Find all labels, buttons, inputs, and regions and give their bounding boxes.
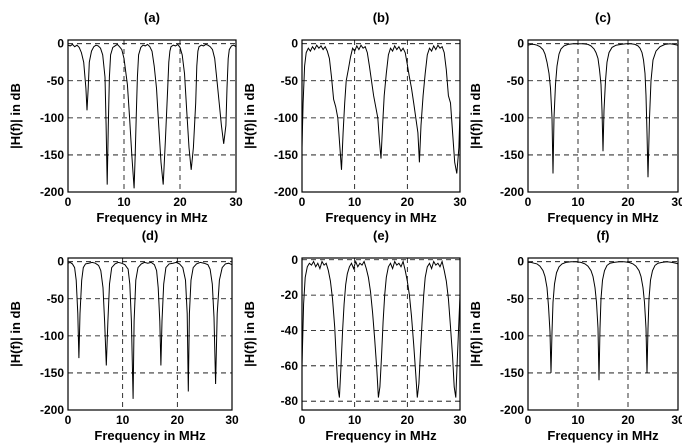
x-tick-label: 30 — [229, 195, 243, 209]
x-tick-label: 30 — [225, 413, 239, 427]
y-tick-label: -200 — [500, 185, 524, 199]
y-axis-label: |H(f)| in dB — [8, 83, 23, 149]
x-tick-label: 0 — [299, 195, 306, 209]
series-line — [301, 44, 461, 174]
y-tick-label: -100 — [40, 111, 64, 125]
panel-title: (d) — [142, 228, 159, 243]
plot-frame — [301, 39, 461, 193]
y-axis-label: |H(f)| in dB — [242, 83, 257, 149]
y-tick-label: -200 — [40, 403, 64, 417]
x-axis-label: Frequency in MHz — [325, 210, 437, 225]
series-line — [528, 261, 679, 381]
y-axis-label: |H(f)| in dB — [242, 301, 257, 367]
y-tick-label: -40 — [281, 323, 299, 337]
y-tick-label: -150 — [40, 148, 64, 162]
panel-title: (b) — [373, 10, 390, 25]
y-axis-label: |H(f)| in dB — [468, 83, 483, 149]
x-tick-label: 20 — [401, 413, 415, 427]
y-tick-label: -100 — [500, 329, 524, 343]
y-tick-label: -200 — [274, 185, 298, 199]
panel-title: (f) — [597, 228, 610, 243]
x-axis-label: Frequency in MHz — [547, 428, 659, 443]
x-tick-label: 0 — [525, 413, 532, 427]
y-tick-label: 0 — [57, 255, 64, 269]
y-tick-label: -200 — [40, 185, 64, 199]
x-tick-label: 10 — [117, 195, 131, 209]
x-tick-label: 0 — [525, 195, 532, 209]
y-tick-label: -50 — [47, 292, 65, 306]
x-tick-label: 30 — [453, 413, 467, 427]
y-tick-label: -50 — [507, 74, 525, 88]
x-axis-label: Frequency in MHz — [547, 210, 659, 225]
x-tick-label: 0 — [65, 413, 72, 427]
x-tick-label: 10 — [348, 413, 362, 427]
series-line — [301, 259, 461, 398]
x-axis-label: Frequency in MHz — [96, 210, 208, 225]
plot-frame — [527, 257, 679, 411]
y-tick-label: 0 — [291, 37, 298, 51]
y-tick-label: -100 — [274, 111, 298, 125]
x-tick-label: 30 — [671, 413, 682, 427]
y-axis-label: |H(f)| in dB — [468, 301, 483, 367]
y-tick-label: -20 — [281, 288, 299, 302]
x-tick-label: 20 — [621, 195, 635, 209]
chart-panel-2: 0 10 20 30 0 -50 -100 -150 -200 (b) Frequency in M… — [242, 10, 467, 225]
y-tick-label: -200 — [500, 403, 524, 417]
y-tick-label: 0 — [517, 37, 524, 51]
x-tick-label: 10 — [571, 195, 585, 209]
chart-panel-5: 0 10 20 30 0 -20 -40 -60 -80 (e) Frequency in MHz |… — [242, 228, 467, 443]
y-tick-label: -50 — [281, 74, 299, 88]
series-line — [67, 261, 233, 399]
x-tick-label: 10 — [116, 413, 130, 427]
y-tick-label: -100 — [40, 329, 64, 343]
y-tick-label: -150 — [40, 366, 64, 380]
y-tick-label: -50 — [507, 292, 525, 306]
plot-frame — [67, 39, 237, 193]
y-tick-label: -150 — [274, 148, 298, 162]
plot-frame — [67, 257, 233, 411]
y-tick-label: -100 — [500, 111, 524, 125]
y-tick-label: -80 — [281, 394, 299, 408]
chart-panel-1: 0 10 20 30 0 -50 -100 -150 -200 (a) Frequency in M… — [8, 10, 243, 225]
y-tick-label: -150 — [500, 148, 524, 162]
x-tick-label: 0 — [65, 195, 72, 209]
x-axis-label: Frequency in MHz — [325, 428, 437, 443]
panel-title: (a) — [144, 10, 160, 25]
chart-panel-3: 0 10 20 30 0 -50 -100 -150 -200 (c) Frequency in M… — [468, 10, 682, 225]
y-axis-label: |H(f)| in dB — [8, 301, 23, 367]
plot-frame — [301, 257, 461, 411]
x-tick-label: 10 — [348, 195, 362, 209]
x-tick-label: 30 — [671, 195, 682, 209]
x-tick-label: 30 — [453, 195, 467, 209]
y-tick-label: -150 — [500, 366, 524, 380]
x-tick-label: 20 — [621, 413, 635, 427]
y-tick-label: -50 — [47, 74, 65, 88]
plot-frame — [527, 39, 679, 193]
panel-title: (e) — [373, 228, 389, 243]
y-tick-label: 0 — [517, 255, 524, 269]
y-tick-label: 0 — [57, 37, 64, 51]
chart-panel-6: 0 10 20 30 0 -50 -100 -150 -200 (f) Frequency in M… — [468, 228, 682, 443]
panel-title: (c) — [595, 10, 611, 25]
x-tick-label: 20 — [401, 195, 415, 209]
series-line — [527, 43, 679, 178]
y-tick-label: -60 — [281, 359, 299, 373]
x-tick-label: 20 — [173, 195, 187, 209]
x-tick-label: 20 — [171, 413, 185, 427]
x-tick-label: 10 — [571, 413, 585, 427]
y-tick-label: 0 — [291, 253, 298, 267]
x-axis-label: Frequency in MHz — [94, 428, 206, 443]
series-line — [67, 43, 237, 189]
x-tick-label: 0 — [299, 413, 306, 427]
chart-panel-4: 0 10 20 30 0 -50 -100 -150 -200 (d) Frequency in M… — [8, 228, 239, 443]
